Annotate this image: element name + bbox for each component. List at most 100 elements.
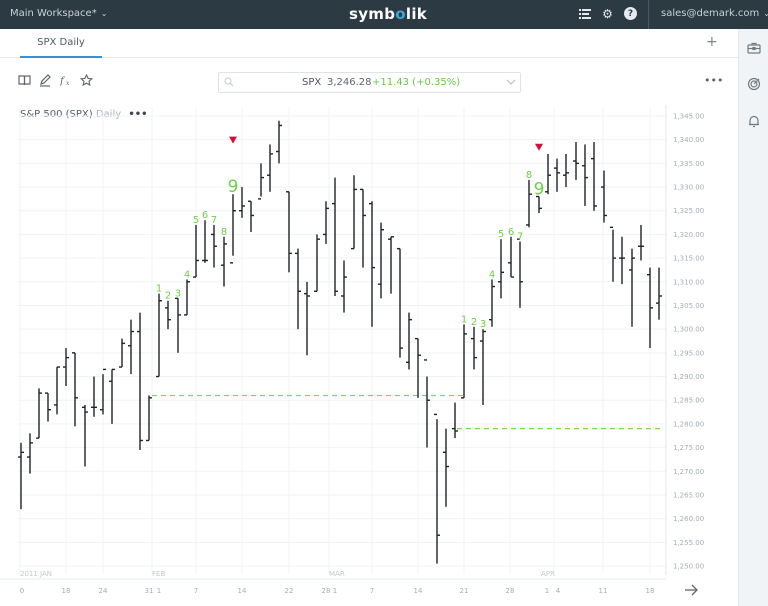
td-count-label: 7 [517,232,523,243]
ohlc-bar [27,433,33,474]
ohlc-bar [109,368,115,424]
ohlc-bar [517,238,523,308]
ohlc-bar [258,163,264,200]
td-count-label: 3 [175,288,181,299]
tab-spx-daily[interactable]: SPX Daily [20,29,102,58]
symbol-ticker: SPX [302,77,322,88]
td-count-label: 1 [156,284,162,295]
chart-timeframe: Daily [95,109,122,120]
x-axis-label: 24 [99,587,108,595]
chevron-down-icon: ⌄ [100,9,108,18]
ohlc-bar [629,248,635,327]
x-axis-label: 7 [194,587,198,595]
divider [648,0,649,29]
td-count-label: 9 [534,180,545,200]
td-count-label: 8 [221,227,227,238]
x-axis-label: 14 [414,587,423,595]
ohlc-bar [137,312,143,450]
x-axis-label: 7 [370,587,374,595]
x-axis-label: 1 [157,587,161,595]
ohlc-bar [156,293,162,378]
x-axis-label: 1 [545,587,549,595]
ohlc-bar [248,200,254,233]
arrow-right-icon[interactable] [684,584,698,596]
ohlc-bar [36,388,42,439]
td-count-label: 2 [471,317,477,328]
pencil-icon[interactable] [39,74,52,87]
svg-text:f: f [60,76,66,87]
ohlc-bar [276,120,282,164]
y-axis-label: 1,330.00 [673,184,704,192]
ohlc-bar [415,337,421,398]
right-rail [738,29,768,606]
ohlc-bar [184,279,190,316]
x-axis-label: 0 [20,587,24,595]
ohlc-bar [388,236,394,294]
gear-icon[interactable]: ⚙ [602,6,613,21]
x-axis-label: 18 [62,587,71,595]
month-label: FEB [152,570,165,578]
star-icon[interactable] [80,74,93,87]
ohlc-bar [601,170,607,223]
ohlc-bar [619,236,625,285]
user-menu[interactable]: sales@demark.com ⌄ [661,8,768,19]
header-icons: ⚙ ? [578,6,637,21]
ohlc-bar [610,226,616,282]
y-axis-label: 1,310.00 [673,278,704,286]
ohlc-bar [397,247,403,358]
bell-icon[interactable] [747,114,761,128]
workspace-selector[interactable]: Main Workspace* ⌄ [10,8,107,19]
y-axis-label: 1,305.00 [673,302,704,310]
x-axis-label: 14 [238,587,247,595]
ohlc-bar [360,188,366,268]
ohlc-bar [480,329,486,405]
ohlc-bar [545,153,551,195]
add-tab-button[interactable]: + [706,34,718,50]
list-icon[interactable] [578,7,591,20]
ohlc-bar [239,187,245,218]
price-chart[interactable]: 1,345.00 1,340.00 1,335.00 1,330.00 1,325.00… [0,105,738,606]
ohlc-bar [508,236,514,278]
y-axis-label: 1,295.00 [673,349,704,357]
ohlc-bar [165,300,171,330]
sell-signal-arrow-icon [229,136,237,144]
chevron-down-icon[interactable] [506,78,516,86]
briefcase-icon[interactable] [747,41,761,55]
sell-signal-arrow-icon [535,143,543,151]
ohlc-bar [211,224,217,268]
ohlc-bar [221,236,227,287]
ohlc-bar [332,177,338,296]
ohlc-bar [175,297,181,353]
x-axis-label: 11 [599,587,608,595]
x-axis-label: 18 [646,587,655,595]
ohlc-bar [582,144,588,206]
workspace-label: Main Workspace* [10,8,97,19]
y-axis-label: 1,260.00 [673,515,704,523]
ohlc-bar [461,324,467,399]
ohlc-bar [100,368,106,415]
book-icon[interactable] [18,74,31,87]
search-icon [224,77,234,87]
target-icon[interactable] [747,77,761,91]
chart-instrument: S&P 500 (SPX) [20,109,93,120]
help-icon[interactable]: ? [624,7,637,20]
y-axis-label: 1,320.00 [673,231,704,239]
y-axis-label: 1,315.00 [673,255,704,263]
symbol-change: +11.43 (+0.35%) [372,77,461,88]
ohlc-bar [128,319,134,375]
ohlc-bar [406,312,412,370]
y-axis-label: 1,290.00 [673,373,704,381]
ohlc-bar [591,142,597,211]
y-axis-label: 1,285.00 [673,397,704,405]
ohlc-bar [45,392,51,422]
ohlc-bar [498,239,504,299]
chart-menu-button[interactable]: ••• [128,109,148,120]
td-count-label: 3 [480,319,486,330]
more-options-button[interactable]: ••• [704,74,724,87]
td-count-label: 8 [526,170,532,181]
symbol-search-input[interactable]: SPX 3,246.28 +11.43 (+0.35%) [218,72,521,93]
ohlc-bar [323,201,329,244]
ohlc-bar [351,175,357,250]
ohlc-bar [193,224,199,278]
